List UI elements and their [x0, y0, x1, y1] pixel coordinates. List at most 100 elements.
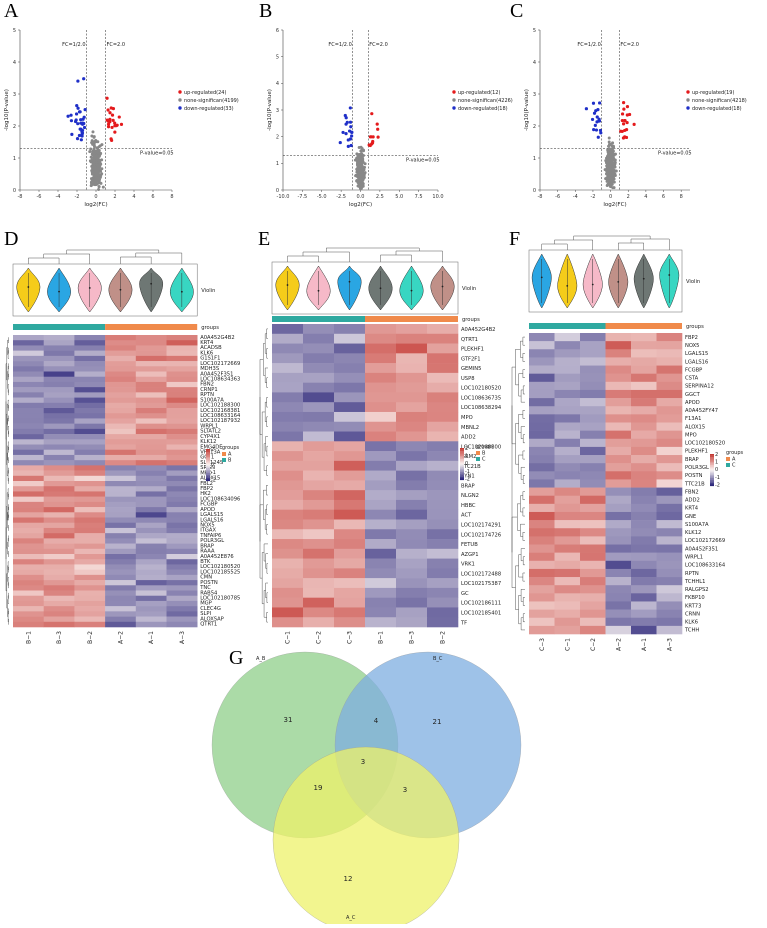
- heatmap-cell: [105, 418, 137, 424]
- volcano-point-none: [605, 172, 609, 176]
- color-scale-tick: 1: [465, 454, 468, 460]
- heatmap-cell: [135, 527, 167, 534]
- volcano-point-none: [93, 154, 97, 158]
- heatmap-cell: [631, 333, 657, 342]
- heatmap-cell: [554, 357, 581, 366]
- gene-label: GC: [200, 455, 208, 461]
- heatmap-cell: [631, 357, 657, 366]
- heatmap-cell: [605, 520, 632, 529]
- heatmap-cell: [13, 595, 44, 602]
- gene-label: EMG4DE: [200, 444, 222, 450]
- heatmap-cell: [427, 529, 459, 540]
- heatmap-cell: [105, 559, 137, 565]
- volcano-point-down: [78, 110, 82, 114]
- volcano-point-down: [344, 116, 348, 120]
- heatmap-cell: [656, 528, 683, 537]
- panel-letter: D: [4, 228, 18, 250]
- heatmap-cell: [656, 406, 683, 415]
- gene-label: TTC21B: [684, 481, 705, 487]
- gene-label: ADD2: [461, 435, 476, 441]
- volcano-point-down: [597, 117, 601, 121]
- gene-label: GEMIN5: [461, 366, 481, 372]
- heatmap-cell: [334, 480, 366, 491]
- heatmap-cell: [396, 353, 428, 364]
- heatmap-cell: [656, 520, 683, 529]
- y-axis-label: -log10(P-value): [524, 89, 530, 131]
- heatmap-cell: [166, 413, 198, 419]
- heatmap-cell: [43, 585, 75, 591]
- heatmap-cell: [605, 406, 632, 415]
- heatmap-cell: [529, 577, 555, 586]
- color-scale-step: [206, 477, 210, 480]
- heatmap-cell: [427, 421, 459, 432]
- heatmap-cell: [605, 341, 632, 350]
- heatmap-cell: [13, 439, 44, 445]
- heatmap-cell: [334, 529, 366, 540]
- gene-label: FETUB: [461, 542, 478, 548]
- heatmap-cell: [396, 597, 428, 608]
- heatmap-cell: [396, 490, 428, 501]
- heatmap-cell: [135, 481, 167, 487]
- heatmap-cell: [105, 361, 137, 367]
- heatmap-cell: [334, 324, 366, 335]
- gene-label: GTF2F1: [461, 356, 481, 362]
- violin-label: Violin: [201, 288, 215, 294]
- legend-group-label: A: [228, 452, 232, 458]
- heatmap-cell: [43, 481, 75, 487]
- x-tick-label: -2: [75, 194, 80, 200]
- volcano-point-none: [610, 178, 614, 182]
- heatmap-cell: [427, 548, 459, 559]
- volcano-point-up: [111, 118, 115, 122]
- gene-label: LOC108633164: [685, 563, 726, 569]
- heatmap-cell: [580, 560, 606, 570]
- heatmap-cell: [135, 564, 167, 570]
- venn-set-label-a-b: A_B: [256, 656, 266, 662]
- heatmap-cell: [631, 349, 657, 358]
- heatmap-cell: [529, 349, 555, 358]
- x-axis-label: log2(FC): [603, 202, 626, 208]
- heatmap-cell: [43, 522, 75, 529]
- heatmap-cell: [13, 600, 44, 607]
- heatmap-cell: [105, 569, 137, 576]
- heatmap-cell: [554, 495, 581, 505]
- gene-label: GNE: [685, 514, 696, 520]
- heatmap-cell: [656, 593, 683, 602]
- gene-label: ACADSB: [200, 345, 222, 351]
- heatmap-cell: [529, 389, 555, 399]
- sample-label: A−3: [179, 631, 186, 644]
- heatmap-cell: [529, 568, 555, 578]
- color-scale-step: [460, 467, 464, 469]
- heatmap-cell: [334, 382, 366, 393]
- heatmap-cell: [43, 616, 75, 623]
- color-scale-step: [710, 463, 714, 466]
- heatmap-cell: [135, 475, 167, 482]
- heatmap-cell: [74, 517, 106, 524]
- volcano-point-up: [117, 115, 121, 119]
- heatmap-cell: [656, 617, 683, 627]
- heatmap-cell: [105, 397, 137, 404]
- heatmap-cell: [166, 486, 198, 492]
- heatmap-cell: [396, 548, 428, 559]
- heatmap-cell: [74, 387, 106, 393]
- heatmap-cell: [135, 387, 167, 393]
- y-tick-label: 0: [533, 188, 536, 194]
- heatmap-cell: [43, 387, 75, 393]
- color-scale-step: [206, 471, 210, 474]
- gene-label: POLR3GL: [200, 538, 224, 544]
- volcano-point-none: [362, 168, 366, 172]
- gene-label: HBBC: [461, 503, 476, 509]
- heatmap-cell: [43, 381, 75, 388]
- gene-label: LOC102188300: [200, 403, 240, 409]
- volcano-point-none: [607, 136, 611, 140]
- y-tick-label: 0: [13, 188, 16, 194]
- volcano-point-none: [95, 178, 99, 182]
- venn-region-count: 19: [314, 784, 323, 792]
- x-tick-label: -2.5: [336, 194, 346, 200]
- color-scale-step: [460, 473, 464, 476]
- venn-region-count: 12: [344, 875, 353, 883]
- gene-label: ACT: [461, 513, 472, 519]
- heatmap-cell: [365, 470, 397, 481]
- heatmap-cell: [427, 617, 459, 628]
- heatmap-cell: [105, 554, 137, 560]
- heatmap-cell: [43, 454, 75, 461]
